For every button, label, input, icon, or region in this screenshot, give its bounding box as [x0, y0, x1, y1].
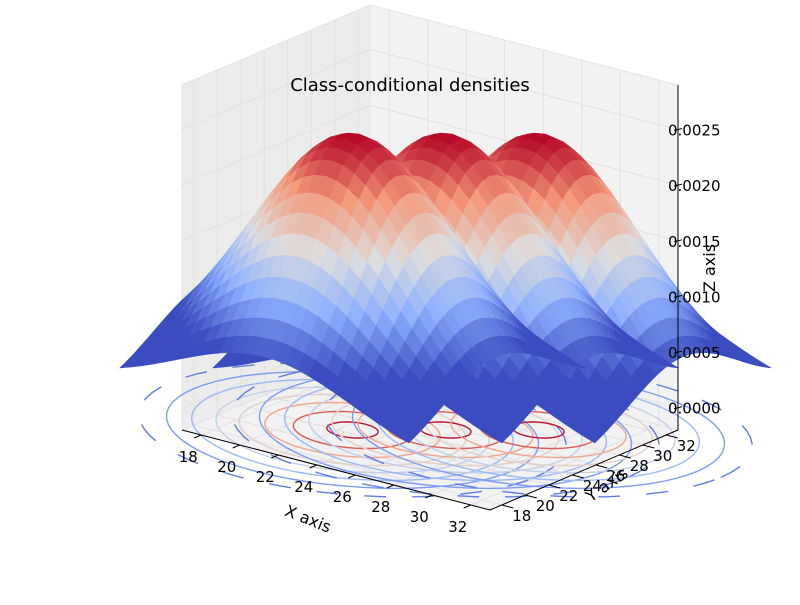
contour-line: [326, 421, 379, 439]
y-tick-label: 32: [677, 437, 696, 455]
y-tick: [525, 494, 537, 499]
x-tick-label: 32: [448, 518, 467, 536]
density-surfaces: [119, 132, 772, 444]
y-tick: [642, 444, 655, 449]
contour-line: [331, 393, 560, 467]
y-tick-label: 26: [606, 467, 625, 485]
x-tick: [271, 454, 279, 459]
y-tick: [501, 504, 514, 509]
x-tick-label: 24: [294, 478, 313, 496]
tick-labels: 182022242628303218202224262830320.00000.…: [179, 122, 721, 536]
x-tick: [386, 484, 394, 489]
x-tick-label: 18: [179, 448, 198, 466]
y-tick: [619, 454, 631, 459]
surface-face: [583, 428, 602, 444]
x-tick-label: 20: [217, 458, 236, 476]
z-tick-label: 0.0020: [668, 177, 721, 195]
y-tick-label: 24: [583, 477, 602, 495]
z-tick: [673, 128, 683, 132]
x-tick-label: 28: [371, 498, 390, 516]
z-tick: [673, 183, 683, 187]
y-tick-label: 30: [653, 447, 672, 465]
y-tick-label: 22: [559, 487, 578, 505]
x-tick-label: 22: [256, 468, 275, 486]
z-tick-label: 0.0010: [668, 288, 721, 306]
x-tick-label: 26: [333, 488, 352, 506]
axis-lines: [181, 85, 679, 511]
z-tick: [673, 406, 683, 410]
y-tick: [548, 484, 561, 489]
x-axis-line: [181, 429, 491, 511]
z-tick-label: 0.0025: [668, 122, 721, 140]
chart-title: Class-conditional densities: [290, 75, 530, 96]
z-axis-label: Z axis: [700, 244, 719, 292]
x-tick: [194, 434, 202, 439]
y-tick-label: 20: [536, 497, 555, 515]
x-tick: [425, 494, 433, 499]
x-tick: [232, 444, 240, 449]
x-axis-label: X axis: [282, 501, 334, 537]
z-tick-label: 0.0015: [668, 233, 721, 251]
y-tick-label: 18: [512, 507, 531, 525]
z-tick: [673, 350, 683, 354]
y-tick-label: 28: [630, 457, 649, 475]
z-tick-label: 0.0005: [668, 344, 721, 362]
z-tick-label: 0.0000: [668, 400, 721, 418]
z-tick: [673, 239, 683, 243]
grid-line-z: [181, 48, 679, 130]
z-tick: [673, 294, 683, 298]
x-tick-label: 30: [410, 508, 429, 526]
tick-marks: [194, 128, 683, 509]
x-tick: [463, 504, 471, 509]
surface-face: [397, 428, 416, 444]
surface-mode: [119, 132, 586, 444]
surface-face: [490, 428, 509, 444]
grid-line-y: [240, 60, 549, 486]
y-tick: [572, 474, 584, 479]
y-tick: [666, 434, 678, 439]
x-tick: [348, 474, 356, 479]
y-axis-line: [489, 429, 679, 511]
y-tick: [595, 464, 608, 469]
x-tick: [309, 464, 317, 469]
